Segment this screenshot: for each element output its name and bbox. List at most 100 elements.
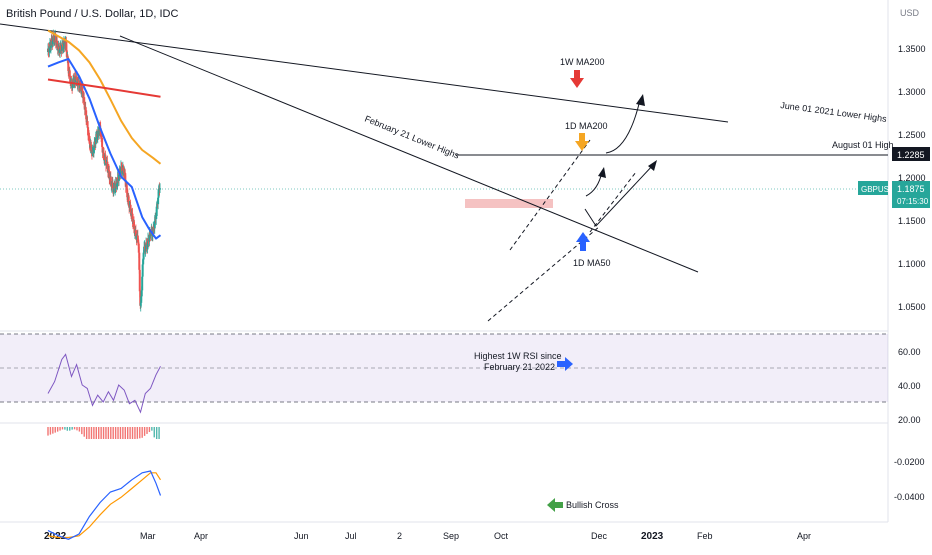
macd-histogram-bar [151, 427, 153, 431]
channel-projection-line [589, 171, 637, 233]
pullback-projection [584, 163, 655, 227]
candle-body [148, 234, 151, 242]
macd-histogram-bar [78, 427, 81, 432]
candle-body [153, 228, 156, 230]
candle-body [69, 75, 72, 83]
feb-lower-highs-trendline [119, 35, 699, 273]
time-tick: 2 [397, 531, 402, 541]
bullish-cross-label: Bullish Cross [566, 500, 619, 510]
candle-body [94, 137, 97, 145]
time-tick: Apr [797, 531, 811, 541]
candle-body [114, 188, 117, 190]
candle-body [62, 46, 65, 49]
candle-body [109, 177, 112, 181]
candle-body [156, 203, 159, 207]
macd-histogram-bar [83, 427, 85, 437]
rsi-tick: 60.00 [898, 347, 921, 357]
candle-body [71, 82, 74, 88]
candle-body [92, 147, 95, 153]
candle-body [90, 145, 93, 153]
candle-body [58, 46, 61, 50]
candle-body [65, 50, 68, 58]
candle-body [149, 234, 152, 236]
rsi-note-line1: Highest 1W RSI since [474, 351, 562, 361]
candle-body [157, 189, 160, 198]
macd-histogram-bar [61, 427, 64, 430]
candle-body [102, 151, 105, 154]
candle-body [50, 39, 53, 41]
candle-body [129, 204, 132, 212]
candle-body [81, 91, 84, 99]
macd-histogram-bar [119, 427, 122, 439]
candle-body [85, 110, 88, 120]
macd-histogram-bar [105, 427, 107, 439]
macd-histogram-bar [153, 427, 155, 438]
time-tick: Feb [697, 531, 713, 541]
macd-histogram-bar [126, 427, 129, 439]
macd-line [47, 470, 162, 540]
signal-line [47, 472, 162, 539]
price-tick: 1.3500 [898, 44, 926, 54]
candle-body [140, 296, 143, 303]
candle-body [83, 97, 86, 105]
macd-histogram-bar [100, 427, 102, 439]
candle-body [122, 167, 125, 171]
macd-histogram-bar [143, 427, 146, 436]
candle-body [141, 276, 144, 291]
candle-body [136, 235, 139, 242]
candle-body [65, 41, 68, 51]
macd-histogram-bar [102, 427, 105, 439]
price-tick: 1.3000 [898, 87, 926, 97]
candle-body [103, 160, 106, 162]
candle-body [89, 144, 92, 146]
pullback-arrow-head [648, 160, 657, 171]
chart-title: British Pound / U.S. Dollar, 1D, IDC [6, 8, 178, 20]
macd-histogram-bar [69, 427, 71, 431]
candle-body [157, 197, 160, 205]
candle-body [74, 75, 77, 77]
macd-histogram-bar [93, 427, 95, 439]
candle-body [142, 259, 145, 265]
rsi-note-line2: February 21 2022 [484, 362, 555, 372]
macd-pane [47, 427, 162, 540]
candle-body [118, 174, 121, 181]
time-tick: Apr [194, 531, 208, 541]
macd-histogram-bar [131, 427, 134, 439]
candle-body [99, 128, 102, 137]
macd-histogram-bar [158, 427, 160, 439]
candle-body [138, 269, 141, 292]
candle-body [68, 71, 71, 76]
macd-histogram-bar [124, 427, 126, 439]
candle-body [56, 40, 59, 44]
rsi-tick: 20.00 [898, 415, 921, 425]
macd-histogram-bar [110, 427, 112, 439]
macd-histogram-bar [136, 427, 139, 439]
time-tick: Sep [443, 531, 459, 541]
candle-body [152, 226, 155, 233]
macd-axis-labels: -0.0200 -0.0400 [894, 457, 925, 502]
level-badge [892, 147, 930, 161]
time-tick: Oct [494, 531, 509, 541]
candle-body [140, 290, 143, 297]
price-axis-labels: 1.3500 1.3000 1.2500 1.2000 1.1500 1.100… [898, 44, 926, 312]
ma50-daily-line [47, 57, 162, 240]
resistance-zone [465, 199, 553, 208]
macd-histogram-bar [95, 427, 97, 439]
candle-body [67, 61, 70, 72]
candle-body [85, 119, 88, 123]
ma200-daily-line [47, 29, 162, 165]
ma200-daily-marker [575, 133, 589, 151]
candle-body [125, 185, 128, 189]
candle-body [134, 230, 137, 236]
macd-histogram-bar [117, 427, 119, 439]
candle-body [141, 264, 144, 277]
macd-histogram-bar [66, 427, 69, 431]
candle-body [121, 171, 124, 173]
candle-body [57, 49, 60, 51]
candle-body [111, 182, 114, 188]
candle-body [146, 243, 149, 249]
candle-body [101, 146, 104, 153]
candle-body [87, 127, 90, 136]
macd-tick: -0.0200 [894, 457, 925, 467]
